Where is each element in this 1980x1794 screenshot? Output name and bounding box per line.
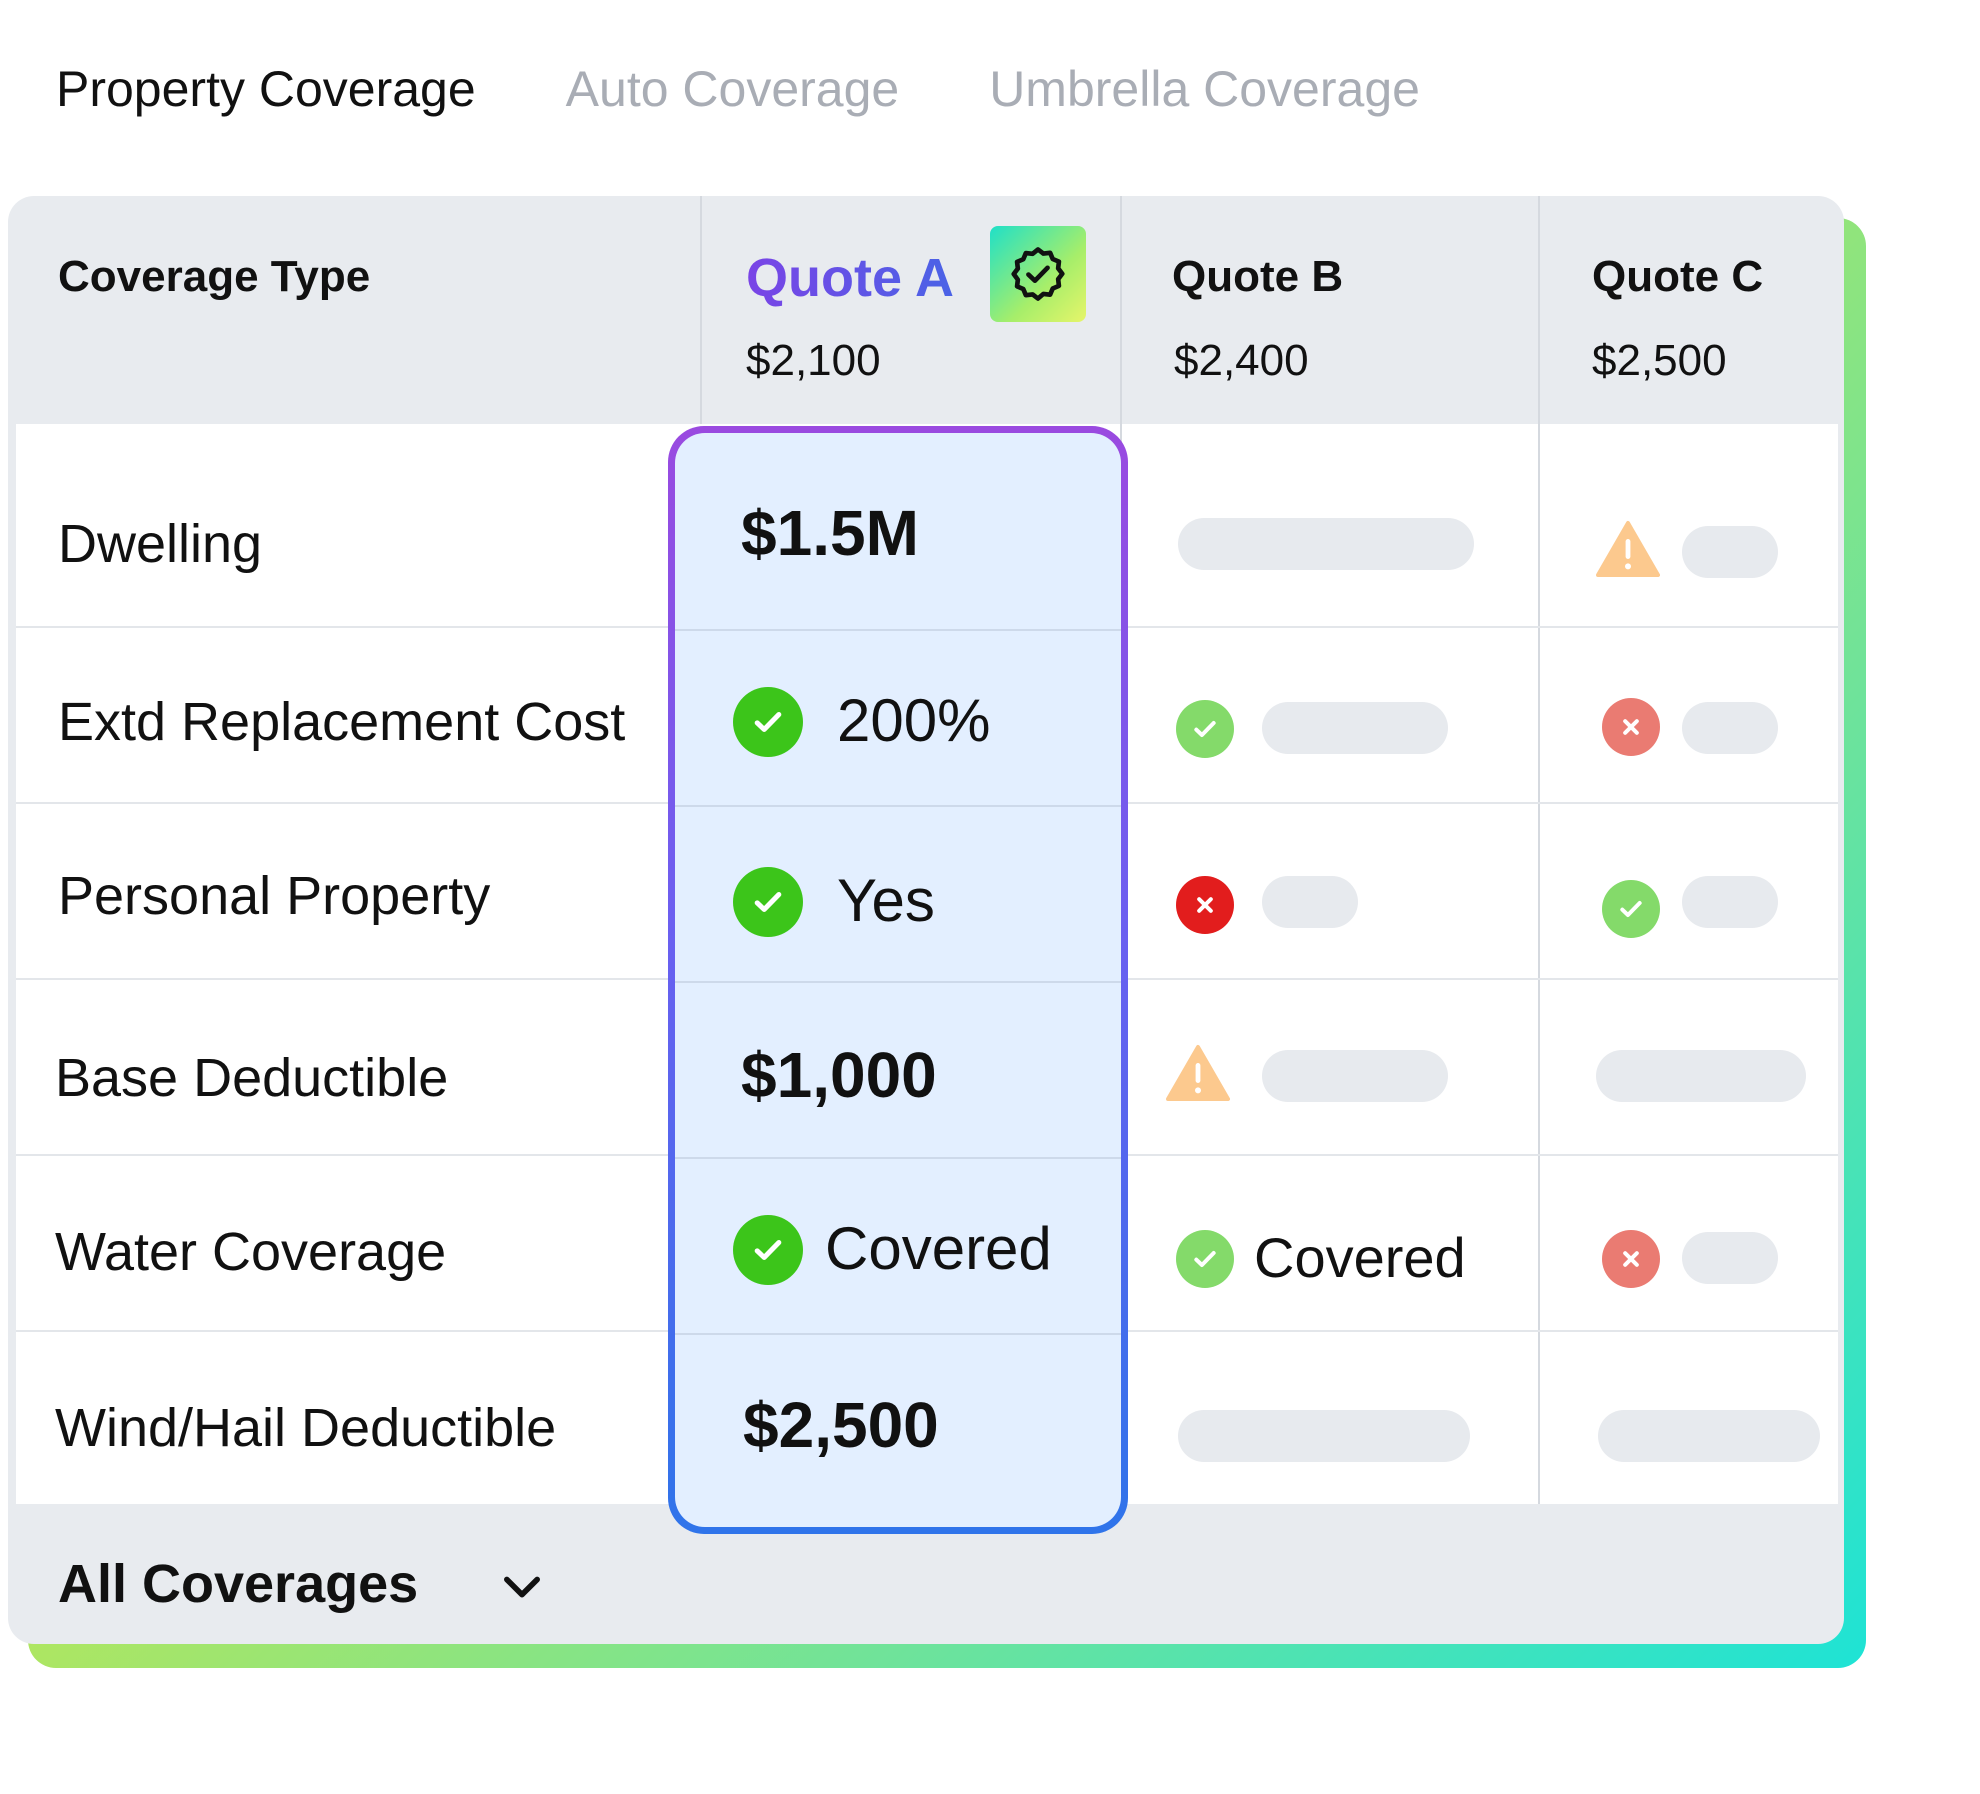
x-circle-icon [1176,876,1234,934]
check-circle-icon [733,867,803,937]
placeholder-value [1682,1232,1778,1284]
row-label-dwelling: Dwelling [58,514,263,574]
row-label-base-deductible: Base Deductible [55,1048,449,1108]
quote-b-water-coverage-value: Covered [1254,1226,1466,1289]
placeholder-value [1178,518,1474,570]
placeholder-value [1682,526,1778,578]
quote-a-wind-hail-value: $2,500 [743,1389,939,1461]
row-label-wind-hail-deductible: Wind/Hail Deductible [55,1398,557,1458]
quote-a-water-coverage-value: Covered [825,1215,1052,1282]
row-divider [675,1333,1121,1335]
check-circle-icon [733,1215,803,1285]
quote-a-price: $2,100 [746,336,881,385]
x-circle-icon [1602,698,1660,756]
all-coverages-toggle[interactable]: All Coverages [58,1554,419,1614]
placeholder-value [1598,1410,1820,1462]
warning-icon [1596,520,1660,578]
quote-a-title: Quote A [746,248,954,308]
row-divider [675,981,1121,983]
column-divider [1538,196,1540,1504]
row-label-extd-replacement-cost: Extd Replacement Cost [58,692,626,752]
quote-a-dwelling-value: $1.5M [741,497,919,569]
tab-property-coverage[interactable]: Property Coverage [56,61,476,117]
placeholder-value [1262,876,1358,928]
quote-a-base-deductible-value: $1,000 [741,1039,937,1111]
quote-a-extd-replacement-value: 200% [837,687,991,754]
tab-auto-coverage[interactable]: Auto Coverage [565,61,900,117]
x-circle-icon [1602,1230,1660,1288]
placeholder-value [1178,1410,1470,1462]
quote-c-price: $2,500 [1592,336,1727,385]
placeholder-value [1682,702,1778,754]
placeholder-value [1596,1050,1806,1102]
quote-b-price: $2,400 [1174,336,1309,385]
placeholder-value [1262,702,1448,754]
coverage-tabs: Property Coverage Auto Coverage Umbrella… [56,58,1510,120]
quote-a-personal-property-value: Yes [837,867,935,934]
check-circle-icon [1176,1230,1234,1288]
tab-umbrella-coverage[interactable]: Umbrella Coverage [989,61,1420,117]
column-divider [700,196,702,424]
row-divider [675,1157,1121,1159]
warning-icon [1166,1044,1230,1102]
placeholder-value [1262,1050,1448,1102]
coverage-type-header: Coverage Type [58,252,371,301]
row-divider [675,629,1121,631]
check-circle-icon [1176,700,1234,758]
verified-badge-icon [990,226,1086,322]
check-circle-icon [1602,880,1660,938]
quote-a-highlight-column[interactable]: $1.5M 200% Yes $1,000 Covered $2,500 [668,426,1128,1534]
row-label-personal-property: Personal Property [58,866,491,926]
row-label-water-coverage: Water Coverage [55,1222,447,1282]
chevron-down-icon[interactable] [496,1560,548,1612]
quote-b-title: Quote B [1172,252,1344,301]
placeholder-value [1682,876,1778,928]
row-divider [675,805,1121,807]
quote-c-title: Quote C [1592,252,1764,301]
check-circle-icon [733,687,803,757]
